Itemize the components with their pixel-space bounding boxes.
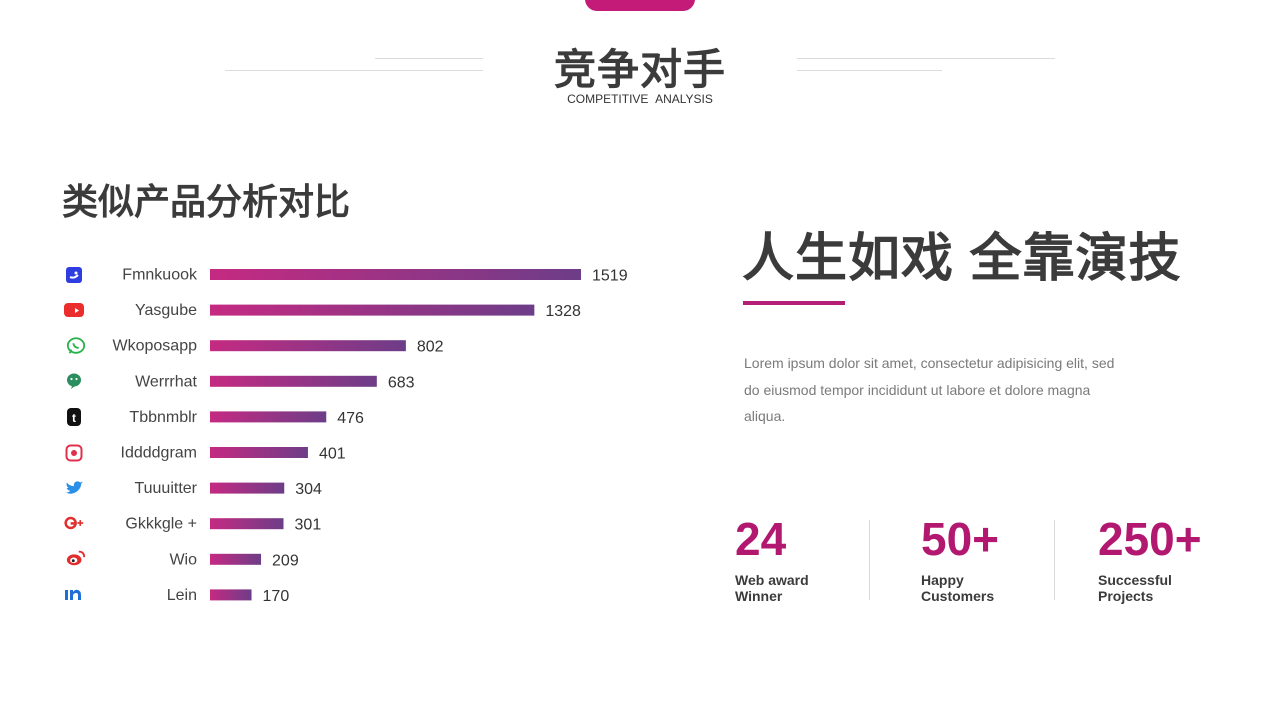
stat-label-line2: Winner <box>735 588 783 604</box>
stat-label-line1: Web award <box>735 572 809 588</box>
weibo-icon <box>66 548 86 568</box>
bar <box>210 375 377 387</box>
stat-label-line2: Projects <box>1098 588 1154 604</box>
wechat-icon <box>64 371 84 391</box>
instagram-icon <box>64 443 84 463</box>
bar-label: Wkoposapp <box>113 338 198 355</box>
facebook-icon <box>64 265 84 285</box>
bar-label: Tuuuitter <box>134 480 197 497</box>
stat-label-line2: Customers <box>921 588 995 604</box>
bar-label: Wio <box>169 551 197 568</box>
tumblr-icon: t <box>64 407 84 427</box>
stat-label: Successful Projects <box>1098 572 1202 604</box>
bar <box>210 482 285 494</box>
page-title: 竞争对手 <box>553 46 726 93</box>
bar-value-label: 1519 <box>592 268 628 285</box>
bar-label: Yasgube <box>135 302 197 319</box>
bar <box>210 518 284 530</box>
title-rule-left-long <box>225 70 483 71</box>
bar <box>210 411 327 423</box>
bar-label: Fmnkuook <box>122 267 198 284</box>
description-text: Lorem ipsum dolor sit amet, consectetur … <box>744 355 1115 424</box>
bar-label: Tbbnmblr <box>129 409 197 426</box>
bar <box>210 269 581 280</box>
bar-value-label: 170 <box>263 588 290 605</box>
bar-value-label: 304 <box>295 481 322 498</box>
bar-value-label: 1328 <box>545 303 581 320</box>
whatsapp-icon <box>66 336 86 356</box>
bar-value-label: 301 <box>295 517 322 534</box>
stat-label: Web award Winner <box>735 572 809 604</box>
stat-divider <box>869 520 870 600</box>
page-subtitle: COMPETITIVE ANALYSIS <box>567 92 713 106</box>
stat-label-line1: Happy <box>921 572 964 588</box>
bar-value-label: 209 <box>272 552 299 569</box>
bar-label: Werrrhat <box>135 373 197 390</box>
bar <box>210 304 535 316</box>
bar-value-label: 683 <box>388 374 415 391</box>
top-accent-tab <box>585 0 695 11</box>
stat-web-award: 24 Web award Winner <box>735 512 809 604</box>
stat-label-line1: Successful <box>1098 572 1172 588</box>
google-plus-icon <box>64 513 84 533</box>
linkedin-icon <box>64 585 84 605</box>
stat-divider <box>1054 520 1055 600</box>
bar <box>210 447 308 458</box>
bar <box>210 553 262 565</box>
section-title: 类似产品分析对比 <box>62 181 351 222</box>
youtube-icon <box>64 300 84 320</box>
title-rule-right-short <box>797 70 942 71</box>
stat-successful-projects: 250+ Successful Projects <box>1098 512 1202 604</box>
stat-value: 250+ <box>1098 513 1202 565</box>
slogan: 人生如戏 全靠演技 <box>742 230 1182 288</box>
bar-value-label: 802 <box>417 339 444 356</box>
slogan-underline <box>743 301 845 305</box>
stat-value: 24 <box>735 513 787 565</box>
bar <box>210 340 406 352</box>
bar-value-label: 401 <box>319 446 346 463</box>
stat-label: Happy Customers <box>921 572 999 604</box>
bar-label: Lein <box>167 587 197 604</box>
twitter-icon <box>64 478 84 498</box>
bar-label: Gkkkgle + <box>125 516 197 533</box>
stat-happy-customers: 50+ Happy Customers <box>921 512 999 604</box>
bar-value-label: 476 <box>337 410 364 427</box>
stat-value: 50+ <box>921 513 1000 565</box>
title-rule-right-long <box>797 58 1055 59</box>
bar-chart: Fmnkuook 1519 Yasgube 1328 Wkoposapp 802 Werrr… <box>113 267 628 605</box>
bar-label: Iddddgram <box>121 445 198 462</box>
title-rule-left-short <box>375 58 483 59</box>
svg-text:t: t <box>72 411 76 425</box>
bar <box>210 589 252 601</box>
